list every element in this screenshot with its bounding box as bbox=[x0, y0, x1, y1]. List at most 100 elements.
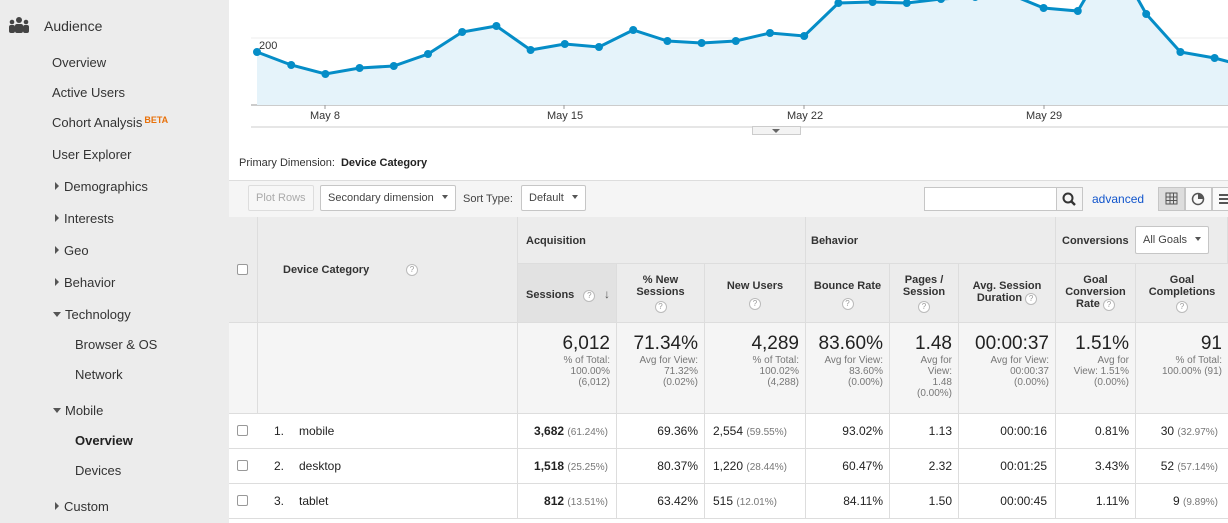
pie-view-button[interactable] bbox=[1185, 187, 1212, 211]
primary-dimension-value[interactable]: Device Category bbox=[340, 157, 428, 169]
data-point[interactable] bbox=[629, 26, 638, 34]
data-point[interactable] bbox=[560, 40, 569, 48]
data-point[interactable] bbox=[526, 46, 535, 54]
sidebar-item-demographics[interactable]: Demographics bbox=[55, 179, 148, 194]
column-header-new-users[interactable]: New Users? bbox=[705, 264, 806, 323]
help-icon[interactable]: ? bbox=[406, 264, 418, 276]
data-point[interactable] bbox=[800, 32, 809, 40]
series-area bbox=[257, 0, 1228, 105]
select-all-cell bbox=[229, 217, 258, 323]
select-all-checkbox[interactable] bbox=[237, 264, 248, 275]
data-point[interactable] bbox=[321, 70, 330, 78]
row-dimension-link[interactable]: desktop bbox=[299, 459, 342, 473]
sessions-chart[interactable]: 200 May 8 May 15 May 22 May 29 bbox=[229, 0, 1228, 140]
sidebar-item-custom[interactable]: Custom bbox=[55, 499, 109, 514]
data-point[interactable] bbox=[902, 0, 911, 7]
column-header-pages-session[interactable]: Pages / Session? bbox=[890, 264, 959, 323]
row-checkbox[interactable] bbox=[237, 495, 248, 506]
chevron-right-icon bbox=[55, 502, 59, 510]
sort-type-dropdown[interactable]: Default bbox=[521, 185, 586, 211]
totals-subtext: View: 1.51% bbox=[1073, 366, 1129, 377]
data-point[interactable] bbox=[834, 0, 843, 7]
sidebar-item-network[interactable]: Network bbox=[75, 367, 123, 382]
data-point[interactable] bbox=[766, 29, 774, 37]
help-icon[interactable]: ? bbox=[583, 290, 596, 302]
sidebar-item-technology[interactable]: Technology bbox=[53, 307, 131, 322]
data-point[interactable] bbox=[731, 37, 740, 45]
sidebar-item-active-users[interactable]: Active Users bbox=[52, 85, 125, 100]
help-icon[interactable]: ? bbox=[749, 298, 761, 310]
data-point[interactable] bbox=[1073, 7, 1082, 15]
data-point[interactable] bbox=[389, 62, 398, 70]
data-point[interactable] bbox=[1142, 10, 1151, 18]
advanced-filter-link[interactable]: advanced bbox=[1092, 192, 1145, 206]
conversions-group-header: Conversions All Goals bbox=[1056, 217, 1228, 264]
table-toolbar: Plot Rows Secondary dimension Sort Type:… bbox=[229, 180, 1228, 217]
data-point[interactable] bbox=[492, 22, 501, 30]
row-bounce-cell: 60.47% bbox=[806, 449, 890, 484]
help-icon[interactable]: ? bbox=[841, 298, 854, 310]
column-header-label: Goal Conversion Rate bbox=[1065, 274, 1126, 310]
data-point[interactable] bbox=[1039, 4, 1048, 12]
sidebar-item-user-explorer[interactable]: User Explorer bbox=[52, 147, 131, 162]
dropdown-label: Default bbox=[529, 192, 564, 204]
row-index: 2. bbox=[274, 459, 285, 473]
sidebar-item-browser-os[interactable]: Browser & OS bbox=[75, 337, 157, 352]
column-header-label: Sessions bbox=[526, 289, 575, 301]
column-header-bounce-rate[interactable]: Bounce Rate? bbox=[806, 264, 890, 323]
sidebar-item-mobile-overview[interactable]: Overview bbox=[75, 433, 133, 448]
table-search-input[interactable] bbox=[924, 187, 1057, 211]
sidebar-item-mobile[interactable]: Mobile bbox=[53, 403, 103, 418]
data-point[interactable] bbox=[253, 48, 261, 56]
data-point[interactable] bbox=[697, 39, 706, 47]
column-header-label: Goal Completions bbox=[1148, 274, 1216, 298]
data-point[interactable] bbox=[595, 43, 603, 51]
help-icon[interactable]: ? bbox=[918, 301, 930, 313]
sidebar-section-audience[interactable]: Audience bbox=[0, 10, 229, 40]
data-point[interactable] bbox=[1210, 54, 1219, 62]
row-dimension-link[interactable]: tablet bbox=[299, 494, 329, 508]
data-point[interactable] bbox=[1176, 48, 1185, 56]
column-header-goal-completions[interactable]: Goal Completions? bbox=[1136, 264, 1228, 323]
plot-rows-button[interactable]: Plot Rows bbox=[248, 185, 314, 211]
row-dimension-link[interactable]: mobile bbox=[299, 424, 335, 438]
data-point[interactable] bbox=[971, 0, 979, 1]
column-header-sessions[interactable]: Sessions ? ↓ bbox=[518, 264, 617, 323]
data-point[interactable] bbox=[287, 61, 296, 69]
row-bounce-cell: 93.02% bbox=[806, 414, 890, 449]
row-checkbox[interactable] bbox=[237, 460, 248, 471]
goals-dropdown[interactable]: All Goals bbox=[1135, 226, 1210, 254]
sidebar-item-overview[interactable]: Overview bbox=[52, 55, 106, 70]
chevron-right-icon bbox=[55, 214, 59, 222]
column-header-avg-session-duration[interactable]: Avg. Session Duration ? bbox=[959, 264, 1056, 323]
column-header-new-sessions[interactable]: % New Sessions? bbox=[617, 264, 705, 323]
data-point[interactable] bbox=[937, 0, 945, 3]
data-point[interactable] bbox=[663, 37, 672, 45]
sidebar-item-cohort-analysis[interactable]: Cohort Analysis BETA bbox=[52, 115, 168, 130]
sidebar-item-geo[interactable]: Geo bbox=[55, 243, 89, 258]
sidebar-item-devices[interactable]: Devices bbox=[75, 463, 121, 478]
data-point[interactable] bbox=[355, 64, 364, 72]
table-view-button[interactable] bbox=[1158, 187, 1185, 211]
sidebar-item-interests[interactable]: Interests bbox=[55, 211, 114, 226]
help-icon[interactable]: ? bbox=[654, 301, 667, 313]
chart-resize-handle[interactable] bbox=[752, 126, 801, 135]
row-check-cell bbox=[229, 484, 258, 519]
row-sessions: 1,518 bbox=[534, 459, 565, 473]
data-point[interactable] bbox=[868, 0, 877, 6]
data-point[interactable] bbox=[458, 28, 467, 36]
help-icon[interactable]: ? bbox=[1176, 301, 1188, 313]
dropdown-label: Secondary dimension bbox=[328, 192, 434, 204]
secondary-dimension-dropdown[interactable]: Secondary dimension bbox=[320, 185, 456, 211]
help-icon[interactable]: ? bbox=[1102, 299, 1115, 311]
search-button[interactable] bbox=[1056, 187, 1083, 211]
sidebar-item-behavior[interactable]: Behavior bbox=[55, 275, 115, 290]
data-point[interactable] bbox=[424, 50, 432, 58]
dimension-header[interactable]: Device Category ? bbox=[258, 217, 518, 323]
column-header-goal-conversion-rate[interactable]: Goal Conversion Rate ? bbox=[1056, 264, 1136, 323]
row-index: 1. bbox=[274, 424, 285, 438]
row-new-users: 2,554 bbox=[713, 424, 744, 438]
list-view-button[interactable] bbox=[1212, 187, 1228, 211]
row-checkbox[interactable] bbox=[237, 425, 248, 436]
help-icon[interactable]: ? bbox=[1025, 293, 1038, 305]
